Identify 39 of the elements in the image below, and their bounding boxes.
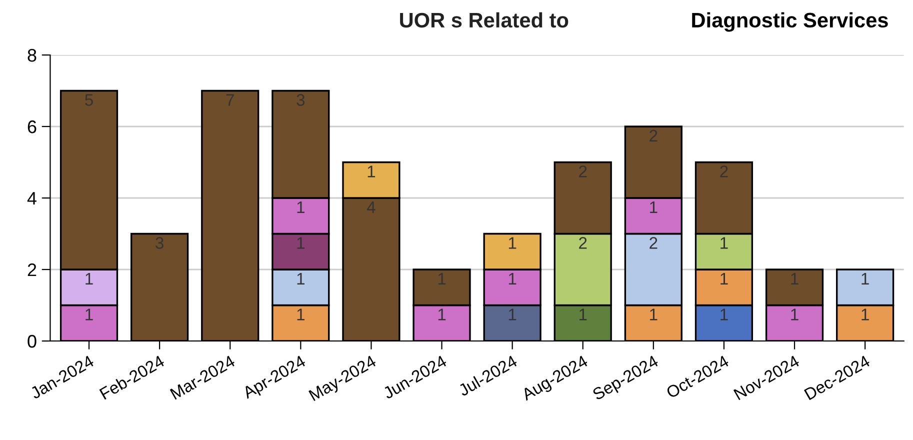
data-label: 1 <box>650 201 658 213</box>
data-label: 7 <box>226 94 234 106</box>
y-tick-label: 4 <box>27 192 36 205</box>
y-tick-label: 6 <box>28 120 36 134</box>
data-label: 1 <box>791 272 798 284</box>
data-label: 1 <box>508 272 516 284</box>
data-label: 1 <box>368 166 376 178</box>
data-label: 1 <box>862 272 869 284</box>
data-label: 1 <box>791 308 798 320</box>
data-label: 1 <box>297 308 304 320</box>
y-tick-label: 0 <box>28 334 36 348</box>
data-label: 1 <box>438 308 446 320</box>
data-label: 1 <box>297 201 304 213</box>
data-label: 2 <box>579 237 587 249</box>
data-label: 2 <box>650 237 658 249</box>
data-label: 1 <box>297 272 304 284</box>
data-label: 5 <box>85 94 93 106</box>
data-label: 1 <box>86 308 93 320</box>
chart-subtitle: Diagnostic Services <box>692 12 888 32</box>
data-label: 1 <box>862 308 869 320</box>
data-label: 2 <box>650 130 658 142</box>
data-label: 1 <box>580 308 587 320</box>
data-label: 1 <box>438 272 446 284</box>
chart-title: UOR s Related to <box>400 12 568 28</box>
y-tick-label: 8 <box>28 48 36 62</box>
data-label: 1 <box>720 308 728 320</box>
data-label: 3 <box>156 237 164 249</box>
data-label: 3 <box>296 94 305 106</box>
y-tick-label: 2 <box>28 263 36 276</box>
data-label: 2 <box>720 166 728 178</box>
data-label: 1 <box>508 237 516 249</box>
data-label: 1 <box>720 237 728 249</box>
data-label: 1 <box>297 237 304 249</box>
data-label: 2 <box>579 166 587 178</box>
data-label: 1 <box>720 272 728 284</box>
data-label: 1 <box>86 272 93 284</box>
data-label: 1 <box>508 308 516 320</box>
data-label: 4 <box>366 201 376 213</box>
data-label: 1 <box>650 308 658 320</box>
